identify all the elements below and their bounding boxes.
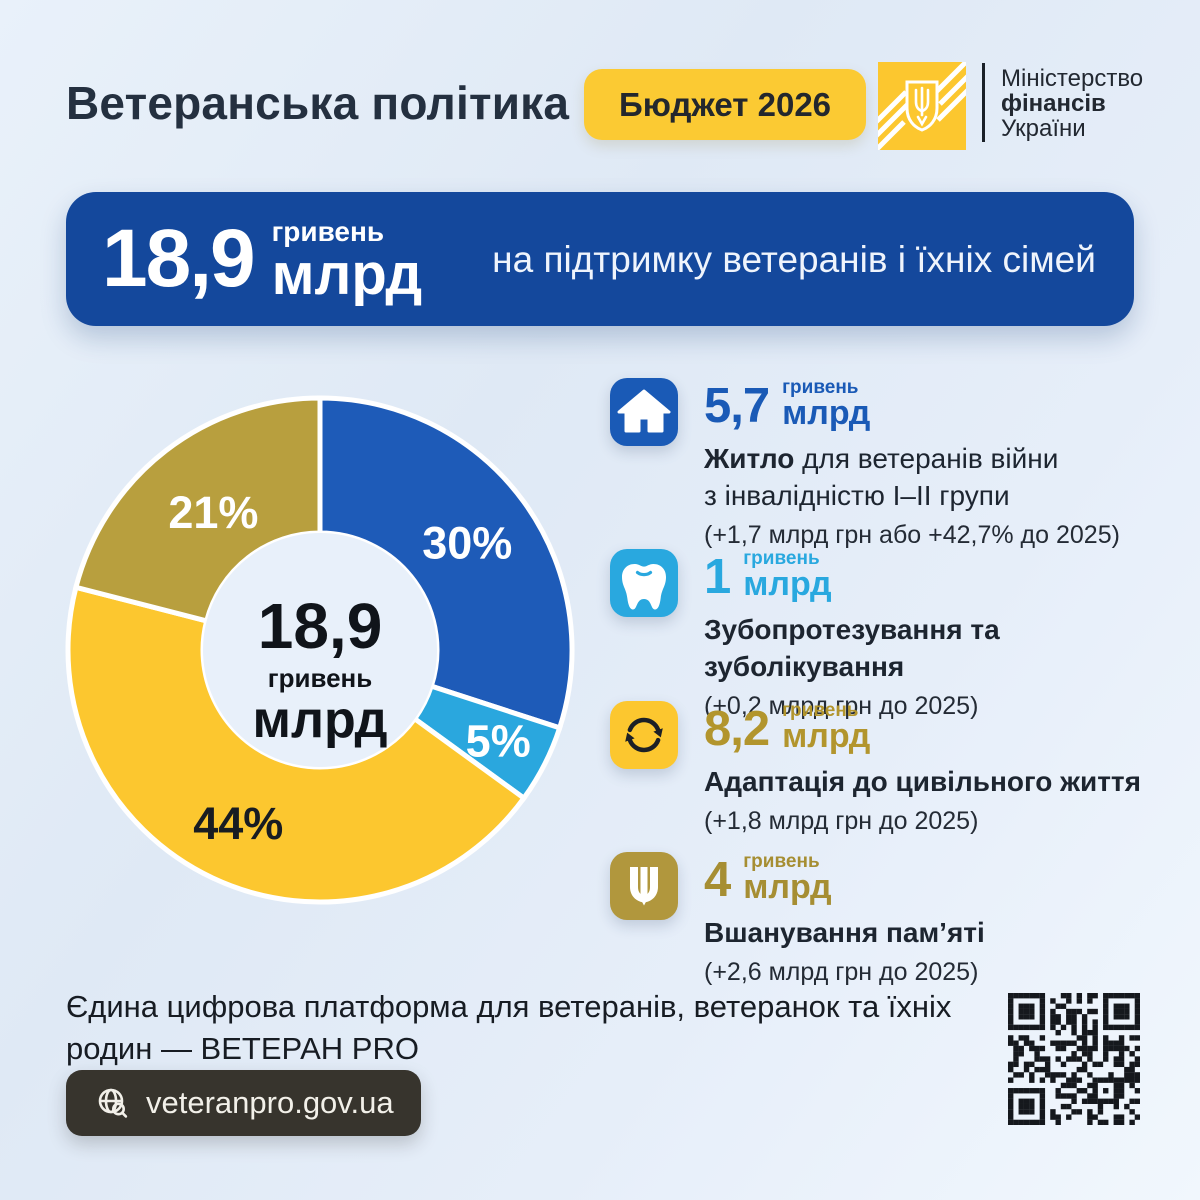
- item-title: Житло для ветеранів війни з інвалідністю…: [704, 443, 1059, 511]
- total-budget-banner: 18,9 гривень млрд на підтримку ветеранів…: [66, 192, 1134, 326]
- donut-center-unit-small: гривень: [268, 663, 372, 693]
- unit-big: млрд: [743, 868, 832, 906]
- page-title: Ветеранська політика: [66, 77, 570, 129]
- budget-item-dental: 1 гривень млрд Зубопротезування та зубол…: [610, 549, 1200, 723]
- unit-small: гривень: [271, 216, 385, 247]
- ministry-name-line: Міністерство: [1001, 65, 1144, 92]
- unit-big: млрд: [782, 394, 871, 432]
- donut-center-amount: 18,9: [258, 590, 383, 662]
- unit-small: гривень: [743, 548, 820, 569]
- donut-segment-label: 5%: [466, 715, 531, 766]
- total-amount-units: гривень млрд: [271, 216, 423, 307]
- budget-donut-chart: 18,9 гривень млрд 30% 5% 44% 21%: [65, 395, 575, 905]
- item-title: Адаптація до цивільного життя: [704, 766, 1141, 797]
- ministry-name-line: фінансів: [1001, 90, 1106, 117]
- item-note: (+0,2 млрд грн до 2025): [704, 692, 979, 720]
- unit-big: млрд: [271, 242, 423, 307]
- unit-small: гривень: [782, 700, 859, 721]
- item-amount-row: 8,2 гривень млрд: [704, 700, 1141, 756]
- logo-divider: [982, 63, 985, 142]
- item-note: (+1,8 млрд грн до 2025): [704, 807, 979, 835]
- house-icon: [610, 378, 678, 446]
- item-amount: 5,7: [704, 378, 770, 433]
- donut-center-unit-big: млрд: [253, 691, 388, 749]
- unit-big: млрд: [782, 717, 871, 755]
- platform-description: Єдина цифрова платформа для ветеранів, в…: [66, 989, 952, 1066]
- unit-small: гривень: [743, 851, 820, 872]
- item-amount-row: 4 гривень млрд: [704, 851, 985, 907]
- banner-description: на підтримку ветеранів і їхніх сімей: [492, 238, 1096, 280]
- unit-big: млрд: [743, 565, 832, 603]
- item-note: (+2,6 млрд грн до 2025): [704, 958, 979, 986]
- ministry-name-line: України: [1001, 115, 1086, 142]
- item-title: Вшанування пам’яті: [704, 917, 985, 948]
- unit-small: гривень: [782, 377, 859, 398]
- budget-item-housing: 5,7 гривень млрд Житло для ветеранів вій…: [610, 378, 1120, 552]
- budget-item-adaptation: 8,2 гривень млрд Адаптація до цивільного…: [610, 701, 1141, 838]
- donut-segment-label: 44%: [193, 798, 283, 849]
- total-amount: 18,9: [102, 213, 256, 304]
- donut-center: [203, 533, 437, 767]
- globe-search-icon: [98, 1088, 128, 1118]
- budget-badge-label: Бюджет 2026: [619, 85, 832, 123]
- item-note: (+1,7 млрд грн або +42,7% до 2025): [704, 521, 1120, 549]
- minfin-logo-icon: [878, 62, 966, 150]
- trident-icon: [610, 852, 678, 920]
- item-amount: 1: [704, 549, 731, 604]
- url-button[interactable]: veteranpro.gov.ua: [66, 1070, 421, 1136]
- ministry-name: Міністерство фінансів України: [1001, 66, 1143, 141]
- item-amount: 8,2: [704, 701, 770, 756]
- refresh-icon: [610, 701, 678, 769]
- url-label: veteranpro.gov.ua: [146, 1085, 394, 1120]
- donut-segment-label: 21%: [168, 487, 258, 538]
- qr-code: [1008, 993, 1140, 1125]
- tooth-icon: [610, 549, 678, 617]
- donut-segment-label: 30%: [422, 518, 512, 569]
- budget-item-memory: 4 гривень млрд Вшанування пам’яті (+2,6 …: [610, 852, 985, 989]
- item-title: Зубопротезування та зуболікування: [704, 614, 1000, 682]
- item-amount: 4: [704, 852, 731, 907]
- item-amount-row: 1 гривень млрд: [704, 548, 1200, 604]
- item-amount-row: 5,7 гривень млрд: [704, 377, 1120, 433]
- budget-badge: Бюджет 2026: [584, 69, 867, 140]
